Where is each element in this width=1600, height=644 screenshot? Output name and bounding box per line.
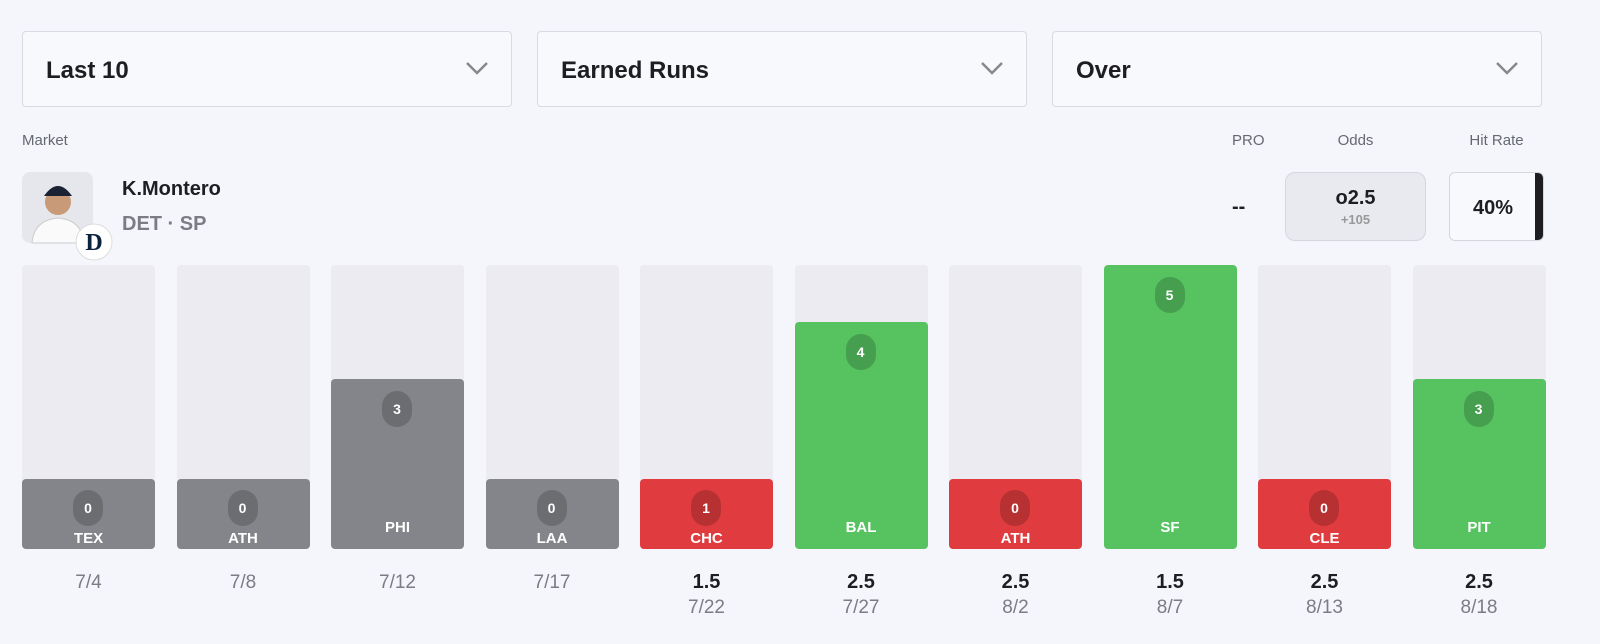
dropdown[interactable]: Last 10 [22, 31, 512, 107]
value-badge: 0 [536, 490, 567, 526]
opponent-label: TEX [73, 530, 104, 547]
odds-header: Odds [1337, 132, 1374, 149]
hit-rate-indicator [1535, 173, 1543, 240]
value-badge: 0 [227, 490, 258, 526]
game-date: 7/4 [75, 572, 102, 593]
bar-track: 0 CLE [1258, 265, 1391, 549]
hit-rate-header: Hit Rate [1469, 132, 1524, 149]
opponent-label: SF [1160, 519, 1180, 536]
player-name: K.Montero [122, 178, 221, 200]
odds-line: o2.5 [1335, 187, 1376, 209]
value-badge: 0 [73, 490, 103, 526]
opponent-label: PHI [384, 519, 410, 536]
hit-rate-box: 40% [1449, 172, 1544, 241]
bar-track: 3 PHI [331, 265, 464, 549]
hit-rate-value: 40% [1472, 197, 1514, 219]
market-label: Market [22, 132, 68, 149]
game-date: 8/2 [1002, 597, 1029, 618]
chevron [981, 62, 1003, 75]
opponent-label: BAL [845, 519, 877, 536]
chevron [466, 62, 488, 75]
value-badge: 5 [1154, 277, 1185, 313]
bar: 0 ATH [949, 479, 1082, 549]
bar: 4 BAL [794, 321, 928, 549]
svg-text:D: D [85, 230, 102, 256]
game-date: 7/12 [379, 572, 416, 593]
dropdown[interactable]: Over [1052, 31, 1542, 107]
line-value: 1.5 [1156, 571, 1184, 593]
line-value: 2.5 [1001, 571, 1030, 593]
value-badge: 3 [1463, 390, 1494, 427]
bar: 0 ATH [176, 479, 310, 549]
line-value: 1.5 [692, 571, 721, 593]
bar: 0 TEX [22, 479, 155, 549]
bar-track: 3 PIT [1412, 265, 1546, 549]
pro-header: PRO [1232, 132, 1265, 149]
game-date: 8/18 [1460, 597, 1498, 618]
bar: 3 PHI [331, 378, 464, 549]
dropdown-label: Earned Runs [561, 57, 710, 84]
opponent-label: ATH [228, 530, 258, 547]
bar-track: 0 ATH [949, 265, 1082, 549]
game-date: 7/8 [229, 572, 257, 593]
odds-price: +105 [1340, 212, 1371, 227]
game-date: 8/7 [1156, 597, 1184, 618]
bar: 0 LAA [485, 479, 619, 549]
game-date: 7/27 [842, 597, 880, 618]
value-badge: 4 [845, 333, 876, 370]
value-badge: 0 [1000, 490, 1030, 526]
player-avatar: D [22, 172, 113, 261]
value-badge: 3 [382, 390, 412, 427]
bar: 0 CLE [1258, 479, 1391, 549]
opponent-label: ATH [1000, 530, 1031, 547]
line-value: 2.5 [1465, 571, 1493, 593]
opponent-label: CHC [690, 530, 723, 547]
game-date: 7/22 [688, 597, 725, 618]
bar: 5 SF [1103, 265, 1237, 549]
bar: 1 CHC [640, 479, 773, 549]
dropdown[interactable]: Earned Runs [537, 31, 1027, 107]
line-value: 2.5 [1310, 571, 1339, 593]
line-value: 2.5 [847, 571, 875, 593]
chevron [1496, 62, 1518, 75]
dropdown-label: Over [1076, 57, 1131, 84]
player-team: DET · SP [122, 213, 207, 235]
bar-track: 1 CHC [640, 265, 773, 549]
opponent-label: LAA [536, 530, 568, 547]
bar-track: 5 SF [1103, 265, 1237, 549]
bar: 3 PIT [1412, 378, 1546, 549]
bar-track: 0 LAA [485, 265, 619, 549]
game-date: 7/17 [533, 572, 571, 593]
bar-track: 0 ATH [176, 265, 310, 549]
value-badge: 0 [1309, 490, 1339, 526]
opponent-label: PIT [1467, 519, 1491, 536]
pro-value: -- [1232, 196, 1246, 218]
dropdown-label: Last 10 [46, 57, 129, 84]
odds-box[interactable]: o2.5 +105 [1285, 172, 1426, 241]
game-date: 8/13 [1306, 597, 1343, 618]
bar-track: 4 BAL [794, 265, 928, 549]
opponent-label: CLE [1309, 530, 1340, 547]
bar-track: 0 TEX [22, 265, 155, 549]
value-badge: 1 [691, 490, 721, 526]
